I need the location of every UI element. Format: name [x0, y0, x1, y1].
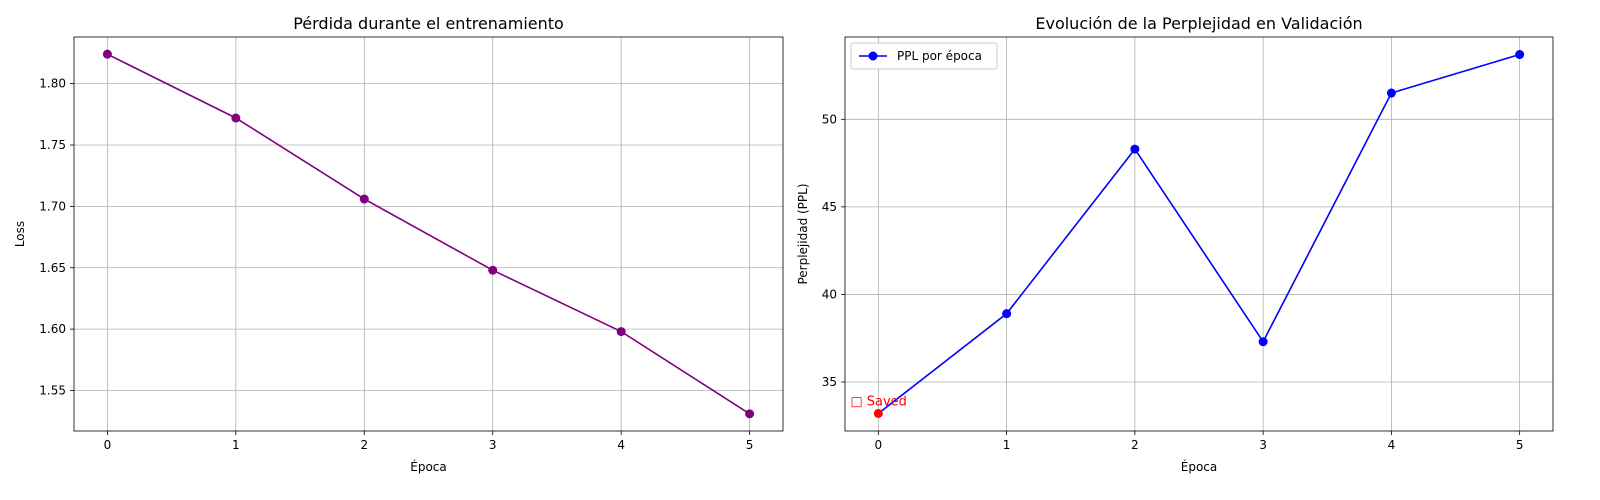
y-tick-label: 1.70: [39, 199, 66, 213]
data-point: [1002, 309, 1012, 319]
x-tick-label: 4: [617, 438, 625, 452]
x-axis-label: Época: [410, 459, 447, 474]
x-tick-label: 5: [1516, 438, 1524, 452]
data-point: [102, 49, 112, 59]
y-tick-label: 1.55: [39, 383, 66, 397]
x-tick-label: 1: [232, 438, 240, 452]
data-point: [1258, 337, 1268, 347]
chart-1: Pérdida durante el entrenamiento 0 1 2 3 4 5 1.…: [13, 14, 784, 474]
data-point: [1515, 50, 1525, 60]
x-tick-label: 5: [746, 438, 754, 452]
series-line: [107, 53, 751, 415]
x-tick-label: 4: [1388, 438, 1396, 452]
y-tick-label: 1.75: [39, 138, 66, 152]
y-tick-label: 35: [822, 375, 837, 389]
data-point: [1130, 144, 1140, 154]
x-tick-label: 3: [489, 438, 497, 452]
legend-box: [850, 42, 998, 70]
legend-marker: [868, 51, 878, 61]
x-tick-label: 0: [104, 438, 112, 452]
data-point: [488, 265, 498, 275]
y-tick-label: 45: [822, 200, 837, 214]
y-tick-label: 1.65: [39, 261, 66, 275]
chart-2: Evolución de la Perplejidad en Validació…: [796, 14, 1554, 474]
data-point: [1386, 88, 1396, 98]
x-tick-label: 2: [1131, 438, 1139, 452]
y-tick-label: 1.60: [39, 322, 66, 336]
data-point: [745, 409, 755, 419]
data-point: [359, 194, 369, 204]
plot-frame: [844, 36, 1554, 432]
chart-title: Pérdida durante el entrenamiento: [293, 14, 564, 33]
legend: PPL por época: [850, 42, 998, 70]
x-tick-label: 0: [875, 438, 883, 452]
chart-title: Evolución de la Perplejidad en Validació…: [1035, 14, 1362, 33]
y-tick-label: 50: [822, 112, 837, 126]
y-axis-label: Perplejidad (PPL): [796, 183, 810, 284]
y-axis-label: Loss: [13, 221, 27, 247]
legend-label: PPL por época: [897, 49, 982, 63]
y-tick-label: 1.80: [39, 77, 66, 91]
data-point: [231, 113, 241, 123]
data-point: [873, 408, 883, 418]
x-tick-label: 2: [360, 438, 368, 452]
plot-frame: [73, 36, 784, 432]
series-line: [877, 53, 1520, 415]
saved-annotation: □ Saved: [850, 394, 907, 409]
data-point: [616, 327, 626, 337]
x-axis-label: Época: [1181, 459, 1218, 474]
y-tick-label: 40: [822, 287, 837, 301]
x-tick-label: 1: [1003, 438, 1011, 452]
x-tick-label: 3: [1259, 438, 1267, 452]
